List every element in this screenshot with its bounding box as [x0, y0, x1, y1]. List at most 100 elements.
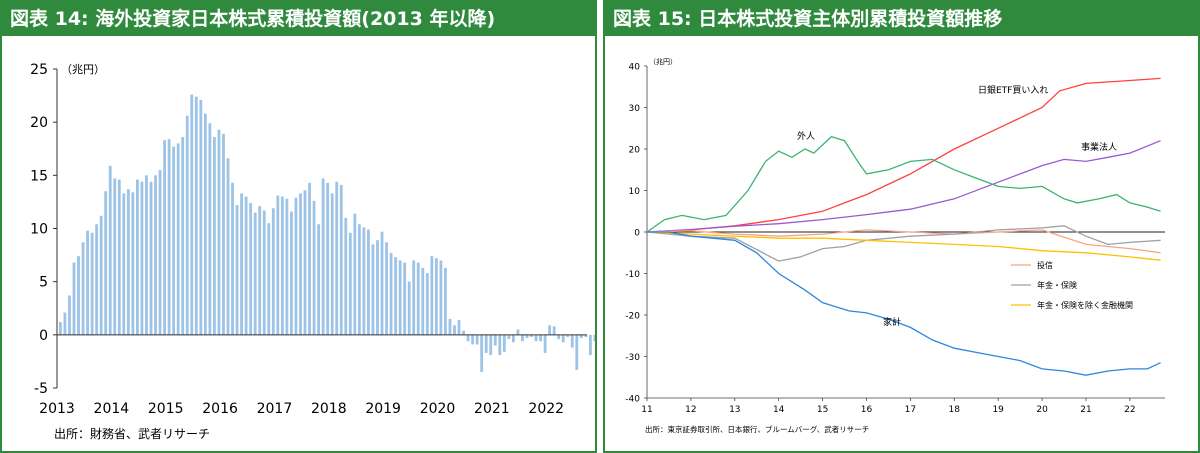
bar: [548, 325, 552, 335]
bar: [457, 319, 461, 335]
y-tick-label: 30: [629, 104, 641, 114]
bar: [226, 158, 230, 335]
bar: [493, 334, 497, 346]
x-tick-label: 2015: [148, 401, 184, 417]
right-chart-panel: 図表 15: 日本株式投資主体別累積投資額推移 -40 -30 -20 -10 0 10 2…: [603, 0, 1200, 453]
bar: [213, 137, 216, 335]
bar: [466, 334, 470, 342]
bar: [593, 334, 595, 342]
bar: [353, 213, 357, 335]
bar: [489, 334, 493, 356]
left-chart-title: 図表 14: 海外投資家日本株式累積投資額(2013 年以降): [2, 2, 595, 36]
bar: [81, 242, 85, 335]
bar: [136, 179, 139, 335]
bar: [362, 227, 366, 335]
bar: [326, 182, 330, 335]
bar: [579, 334, 583, 339]
x-tick-label: 19: [992, 405, 1004, 415]
bar: [530, 334, 533, 337]
y-tick-label: 20: [30, 115, 48, 131]
bar: [371, 244, 375, 335]
x-tick-label: 12: [685, 405, 696, 415]
bar: [502, 334, 506, 352]
bar: [231, 182, 234, 335]
bar: [203, 113, 207, 335]
bar: [321, 178, 325, 335]
x-tick-label: 2022: [528, 401, 564, 417]
right-source-note: 出所：東京証券取引所、日本銀行、ブルームバーグ、武者リサーチ: [645, 424, 869, 434]
y-tick-label: -10: [625, 270, 640, 280]
bar: [380, 231, 384, 335]
y-tick-label: 25: [30, 62, 48, 78]
bar: [330, 193, 334, 335]
bar: [407, 281, 411, 335]
bar: [453, 325, 456, 335]
x-tick-label: 2017: [257, 401, 293, 417]
bar: [185, 115, 189, 335]
bar: [389, 252, 393, 335]
bar: [249, 202, 253, 335]
x-tick-label: 15: [817, 405, 828, 415]
bar: [367, 229, 370, 335]
x-tick-label: 14: [773, 405, 785, 415]
x-tick-label: 20: [1036, 405, 1048, 415]
right-chart-title: 図表 15: 日本株式投資主体別累積投資額推移: [605, 2, 1198, 36]
bar: [117, 179, 121, 335]
bar: [448, 318, 452, 335]
x-tick-label: 2020: [420, 401, 456, 417]
bar: [394, 257, 398, 335]
bar: [253, 212, 257, 335]
series-line-other-financial: [646, 231, 1161, 261]
bar: [262, 210, 266, 335]
legend-label: 投信: [1037, 260, 1053, 270]
y-tick-label: 0: [39, 328, 48, 344]
bar: [507, 334, 511, 340]
y-tick-label: 0: [634, 229, 640, 239]
bar: [222, 133, 225, 335]
bar: [525, 334, 529, 339]
bar: [122, 193, 126, 335]
y-tick-label: 15: [30, 168, 48, 184]
bar: [208, 123, 212, 335]
bar: [534, 334, 538, 342]
bar: [290, 211, 293, 335]
label-boj-etf: 日銀ETF買い入れ: [978, 84, 1048, 96]
bar: [235, 205, 239, 335]
bar: [539, 334, 542, 342]
x-tick-label: 16: [861, 405, 873, 415]
bar: [317, 224, 321, 335]
x-tick-label: 2018: [311, 401, 347, 417]
bar: [588, 334, 592, 356]
bar: [59, 322, 62, 335]
left-chart-plot: -5 0 5 10 15 20 25 （兆円） 2013 2014 2015 2016 2017 2018…: [30, 62, 595, 441]
series-line-investment-trusts: [646, 229, 1161, 254]
bar: [344, 217, 348, 335]
series-line-boj-etf: [646, 77, 1161, 233]
bar: [240, 193, 243, 335]
right-chart-plot: -40 -30 -20 -10 0 10 20 30 40 （兆円） 11 12 13 14 15 16 17 1…: [625, 57, 1165, 434]
bar: [480, 334, 484, 373]
x-tick-label: 2019: [365, 401, 401, 417]
y-unit-label: （兆円）: [649, 57, 677, 66]
bar: [444, 267, 447, 335]
bar: [145, 175, 148, 335]
bar: [434, 258, 438, 335]
bar: [181, 137, 185, 335]
x-tick-label: 21: [1080, 405, 1091, 415]
label-corporates: 事業法人: [1081, 141, 1117, 153]
bar: [439, 260, 443, 335]
bar: [163, 140, 166, 335]
bar: [108, 165, 112, 335]
bar: [312, 200, 316, 335]
bar: [199, 99, 203, 335]
x-tick-label: 17: [905, 405, 916, 415]
bar: [335, 181, 339, 335]
y-tick-label: -20: [625, 312, 640, 322]
bar: [516, 329, 520, 335]
bar: [348, 232, 352, 335]
bar: [521, 334, 524, 342]
y-tick-label: 20: [629, 146, 641, 156]
label-foreigners: 外人: [797, 130, 815, 142]
bar: [561, 334, 565, 343]
bar: [104, 191, 108, 335]
